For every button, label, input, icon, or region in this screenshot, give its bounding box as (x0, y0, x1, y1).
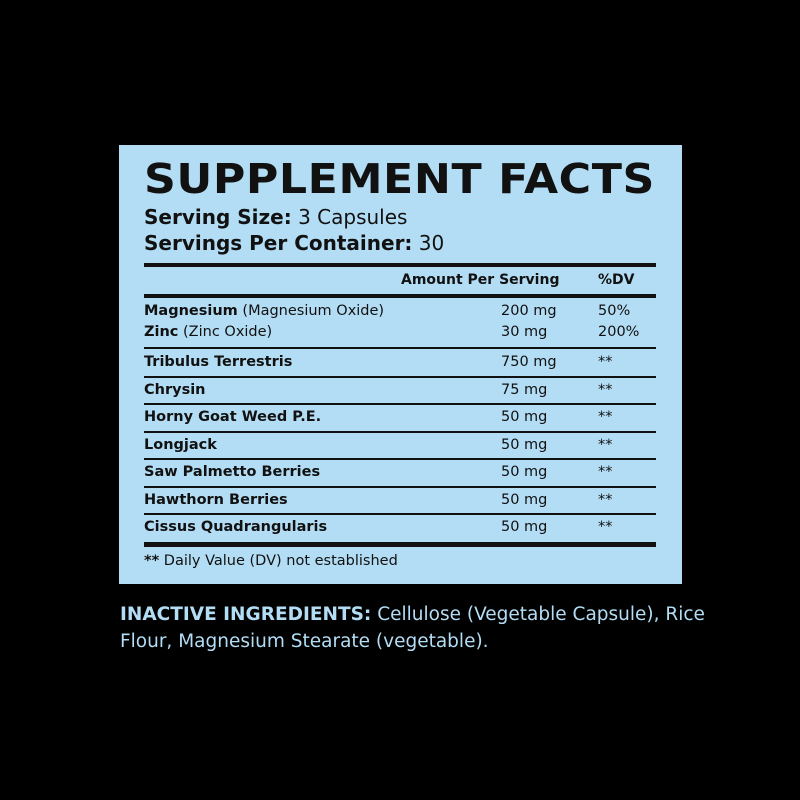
row-amount: 50 mg (501, 437, 548, 453)
servings-value: 30 (418, 231, 445, 255)
divider (144, 376, 656, 378)
serving-size-label: Serving Size: (144, 205, 292, 229)
servings-label: Servings Per Container: (144, 231, 413, 255)
row-name: Cissus Quadrangularis (144, 519, 328, 535)
divider (144, 486, 656, 488)
row-name: Chrysin (144, 382, 206, 398)
divider (144, 347, 656, 349)
divider (144, 263, 656, 267)
footnote-text: Daily Value (DV) not established (163, 553, 398, 569)
column-header-amount: Amount Per Serving (401, 272, 560, 288)
page-title: SUPPLEMENT FACTS (144, 155, 655, 203)
inactive-ingredients: INACTIVE INGREDIENTS: Cellulose (Vegetab… (120, 601, 720, 655)
divider (144, 403, 656, 405)
serving-size-value: 3 Capsules (298, 205, 408, 229)
row-dv: ** (598, 437, 613, 453)
table-row: Saw Palmetto Berries 50 mg ** (144, 464, 656, 484)
divider (144, 294, 656, 298)
row-dv: ** (598, 492, 613, 508)
row-amount: 50 mg (501, 464, 548, 480)
row-amount: 75 mg (501, 382, 548, 398)
footnote-mark: ** (144, 553, 160, 569)
row-dv: ** (598, 354, 613, 370)
row-name: Saw Palmetto Berries (144, 464, 321, 480)
table-row: Tribulus Terrestris 750 mg ** (144, 354, 656, 374)
inactive-text: Cellulose (Vegetable Capsule), Rice Flou… (120, 604, 705, 652)
divider (144, 542, 656, 547)
servings-per-container: Servings Per Container: 30 (144, 231, 444, 255)
row-name: Hawthorn Berries (144, 492, 288, 508)
divider (144, 431, 656, 433)
footnote: ** Daily Value (DV) not established (144, 553, 398, 569)
serving-size: Serving Size: 3 Capsules (144, 205, 407, 229)
row-name: Tribulus Terrestris (144, 354, 293, 370)
table-row: Hawthorn Berries 50 mg ** (144, 492, 656, 512)
row-dv: ** (598, 382, 613, 398)
supplement-facts-panel: SUPPLEMENT FACTS Serving Size: 3 Capsule… (119, 145, 682, 584)
row-dv: 200% (598, 324, 640, 340)
row-name: Longjack (144, 437, 217, 453)
table-row: Horny Goat Weed P.E. 50 mg ** (144, 409, 656, 429)
table-row: Cissus Quadrangularis 50 mg ** (144, 519, 656, 539)
row-name: Zinc (Zinc Oxide) (144, 324, 273, 340)
table-row: Zinc (Zinc Oxide) 30 mg 200% (144, 324, 656, 344)
row-name: Magnesium (Magnesium Oxide) (144, 303, 385, 319)
row-amount: 30 mg (501, 324, 548, 340)
row-dv: ** (598, 464, 613, 480)
row-dv: 50% (598, 303, 631, 319)
column-header-dv: %DV (598, 272, 635, 288)
row-dv: ** (598, 519, 613, 535)
divider (144, 458, 656, 460)
divider (144, 513, 656, 515)
table-row: Magnesium (Magnesium Oxide) 200 mg 50% (144, 303, 656, 323)
row-amount: 750 mg (501, 354, 557, 370)
row-amount: 200 mg (501, 303, 557, 319)
row-amount: 50 mg (501, 409, 548, 425)
row-amount: 50 mg (501, 519, 548, 535)
row-amount: 50 mg (501, 492, 548, 508)
table-row: Longjack 50 mg ** (144, 437, 656, 457)
row-name: Horny Goat Weed P.E. (144, 409, 322, 425)
row-dv: ** (598, 409, 613, 425)
inactive-label: INACTIVE INGREDIENTS: (120, 604, 372, 625)
table-row: Chrysin 75 mg ** (144, 382, 656, 402)
